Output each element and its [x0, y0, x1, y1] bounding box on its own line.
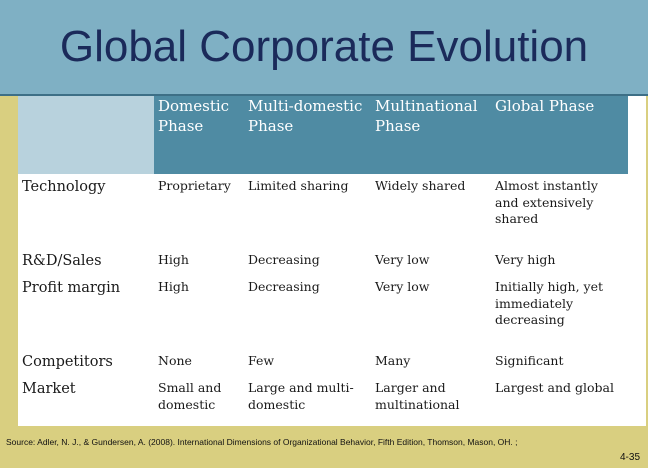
row-label: Profit margin: [22, 280, 121, 296]
table-cell: None: [158, 353, 192, 368]
table-row: R&D/Sales High Decreasing Very low Very …: [18, 248, 628, 275]
table-cell: Few: [248, 353, 275, 368]
row-label: Technology: [22, 179, 106, 195]
table-cell: High: [158, 252, 189, 267]
table-row: Profit margin High Decreasing Very low I…: [18, 275, 628, 349]
table-cell: Very low: [375, 252, 430, 267]
table-cell: Initially high, yet immediately decreasi…: [495, 279, 604, 327]
table-cell: Significant: [495, 353, 564, 368]
table-cell: Many: [375, 353, 411, 368]
table-cell: High: [158, 279, 189, 294]
title-bar: [0, 0, 648, 96]
comparison-table: Domestic Phase Multi-domestic Phase Mult…: [18, 96, 628, 420]
table-cell: Larger and multinational: [375, 380, 460, 412]
header-multinational-phase: Multinational Phase: [371, 96, 491, 174]
table-row: Technology Proprietary Limited sharing W…: [18, 174, 628, 248]
table-cell: Widely shared: [375, 178, 466, 193]
row-label: Market: [22, 381, 76, 397]
page-number: 4-35: [619, 452, 640, 463]
slide-title: Global Corporate Evolution: [59, 22, 589, 71]
table-row: Competitors None Few Many Significant: [18, 349, 628, 376]
table-header-row: Domestic Phase Multi-domestic Phase Mult…: [18, 96, 628, 174]
header-multidomestic-phase: Multi-domestic Phase: [244, 96, 371, 174]
table-cell: Almost instantly and extensively shared: [495, 178, 598, 226]
source-citation: Source: Adler, N. J., & Gundersen, A. (2…: [6, 437, 518, 447]
table-cell: Large and multi-domestic: [248, 380, 354, 412]
table-cell: Limited sharing: [248, 178, 349, 193]
row-label: R&D/Sales: [22, 253, 102, 269]
table-cell: Proprietary: [158, 178, 231, 193]
table-cell: Largest and global: [495, 380, 614, 395]
table-cell: Decreasing: [248, 279, 320, 294]
table-row: Market Small and domestic Large and mult…: [18, 376, 628, 420]
table-cell: Decreasing: [248, 252, 320, 267]
table-cell: Small and domestic: [158, 380, 222, 412]
table-cell: Very low: [375, 279, 430, 294]
table-cell: Very high: [495, 252, 556, 267]
header-domestic-phase: Domestic Phase: [154, 96, 244, 174]
header-global-phase: Global Phase: [491, 96, 628, 174]
header-empty-cell: [18, 96, 154, 174]
row-label: Competitors: [22, 354, 113, 370]
